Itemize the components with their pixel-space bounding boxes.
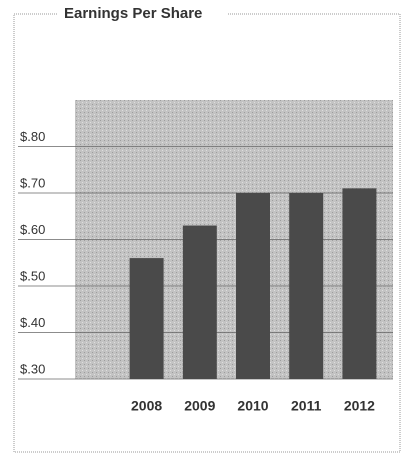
y-tick-label: $.40 <box>20 315 45 330</box>
x-tick-label: 2009 <box>184 398 215 414</box>
y-tick-label: $.30 <box>20 361 45 376</box>
bar <box>129 258 164 379</box>
y-tick-label: $.70 <box>20 175 45 190</box>
y-tick-label: $.80 <box>20 129 45 144</box>
bar <box>182 225 217 379</box>
bar <box>236 193 270 379</box>
y-tick-label: $.50 <box>20 268 45 283</box>
x-tick-label: 2011 <box>291 398 322 414</box>
bar <box>289 193 324 379</box>
y-tick-label: $.60 <box>20 222 45 237</box>
chart-title: Earnings Per Share <box>64 5 202 22</box>
title-backing <box>58 4 228 24</box>
x-tick-label: 2010 <box>237 398 268 414</box>
bar <box>342 188 377 379</box>
x-tick-label: 2012 <box>344 398 375 414</box>
x-tick-label: 2008 <box>131 398 162 414</box>
